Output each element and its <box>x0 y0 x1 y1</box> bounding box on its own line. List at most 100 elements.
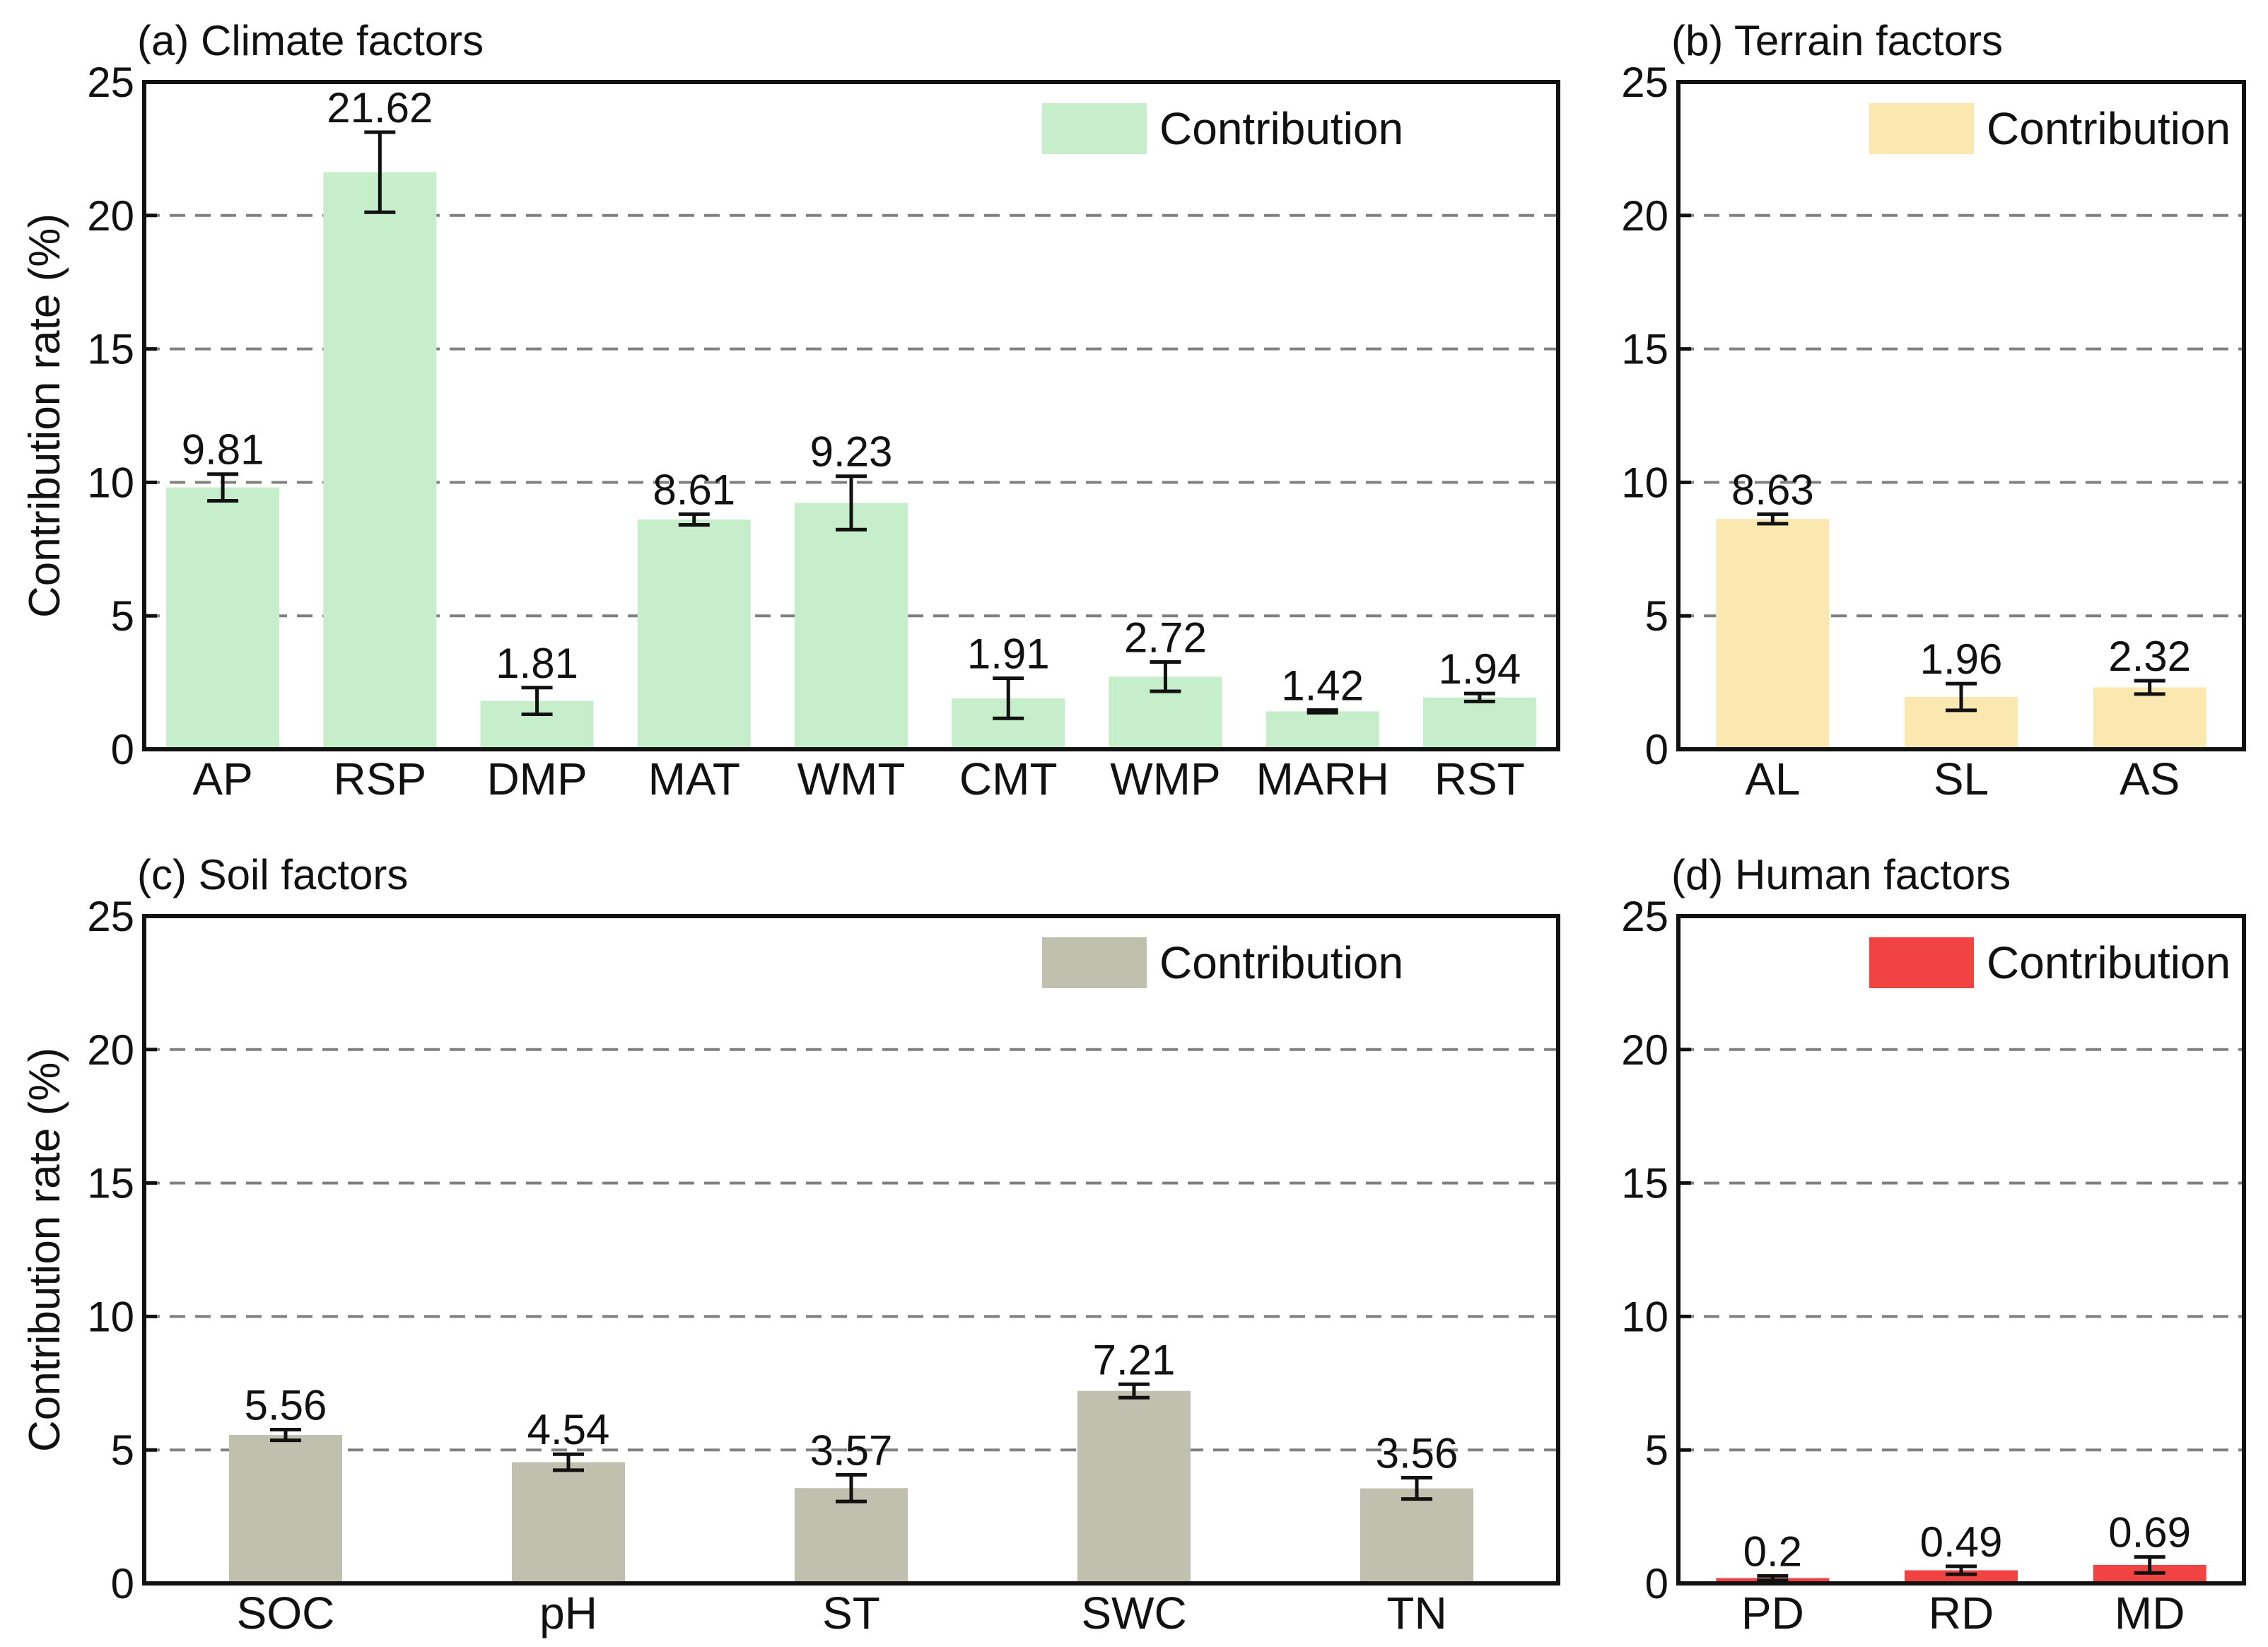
x-tick-label: SL <box>1934 754 1989 804</box>
data-label: 2.72 <box>1124 614 1207 662</box>
data-label: 1.91 <box>967 631 1050 678</box>
y-tick-label: 10 <box>87 459 134 506</box>
y-tick-label: 25 <box>87 59 134 106</box>
y-tick-label: 10 <box>1621 1293 1668 1340</box>
panel-soil-factors: 5.56 SOC 4.54 pH 3.57 ST 7.21 SWC 3.56 TN 0 5 10 15 20… <box>21 851 1560 1639</box>
x-tick-label: MAT <box>648 754 740 804</box>
data-label: 9.23 <box>810 428 893 476</box>
legend-label: Contribution <box>1159 103 1403 154</box>
legend-label: Contribution <box>1987 937 2231 988</box>
y-tick-label: 5 <box>111 592 134 640</box>
y-tick-label: 10 <box>87 1293 134 1340</box>
legend-swatch <box>1042 937 1147 988</box>
bar <box>1422 697 1536 749</box>
legend-swatch <box>1869 937 1974 988</box>
y-tick-label: 10 <box>1621 459 1668 506</box>
data-label: 3.57 <box>810 1426 893 1474</box>
x-tick-label: MD <box>2115 1588 2185 1639</box>
x-tick-label: WMP <box>1110 754 1220 804</box>
panel-climate-factors: 9.81 AP 21.62 RSP 1.81 DMP 8.61 MAT 9.23 WMT 1.91 C… <box>21 17 1560 804</box>
bar <box>1716 519 1830 749</box>
plot-frame <box>1676 80 2246 751</box>
x-tick-label: ST <box>822 1588 880 1639</box>
legend-label: Contribution <box>1159 937 1403 988</box>
x-tick-label: TN <box>1386 1588 1446 1639</box>
plot-frame <box>1676 914 2246 1586</box>
y-tick-label: 15 <box>1621 326 1668 373</box>
y-tick-label: 20 <box>1621 192 1668 240</box>
x-tick-label: MARH <box>1256 754 1389 804</box>
x-tick-label: AS <box>2120 754 2180 804</box>
y-tick-label: 15 <box>87 326 134 373</box>
data-label: 0.69 <box>2108 1509 2191 1557</box>
bar <box>229 1435 342 1583</box>
data-label: 5.56 <box>245 1382 327 1429</box>
y-tick-label: 0 <box>111 726 134 773</box>
data-label: 8.61 <box>653 466 735 513</box>
bar <box>1360 1488 1473 1583</box>
panel-title: (c) Soil factors <box>137 851 408 898</box>
x-tick-label: SOC <box>237 1588 335 1639</box>
legend-label: Contribution <box>1987 103 2231 154</box>
data-label: 0.49 <box>1920 1518 2003 1566</box>
panel-terrain-factors: 8.63 AL 1.96 SL 2.32 AS 0 5 10 15 20 25(b) Terrain … <box>1621 17 2246 804</box>
panel-title: (a) Climate factors <box>137 17 484 64</box>
data-label: 4.54 <box>527 1406 610 1453</box>
y-tick-label: 25 <box>1621 893 1668 940</box>
x-tick-label: DMP <box>486 754 587 804</box>
x-tick-label: CMT <box>959 754 1058 804</box>
data-label: 1.42 <box>1281 662 1364 709</box>
y-axis-label: Contribution rate (%) <box>21 1048 69 1452</box>
x-tick-label: RST <box>1434 754 1525 804</box>
x-tick-label: PD <box>1741 1588 1804 1639</box>
data-label: 1.94 <box>1438 645 1521 693</box>
data-label: 9.81 <box>182 426 264 474</box>
x-tick-label: RD <box>1929 1588 1994 1639</box>
y-tick-label: 20 <box>87 1026 134 1074</box>
y-tick-label: 5 <box>1645 1426 1668 1474</box>
y-tick-label: 0 <box>1645 1560 1668 1607</box>
data-label: 3.56 <box>1376 1429 1459 1477</box>
y-tick-label: 25 <box>87 893 134 940</box>
legend-swatch <box>1869 103 1974 154</box>
x-tick-label: RSP <box>334 754 427 804</box>
bar <box>1265 711 1379 749</box>
data-label: 21.62 <box>327 84 433 131</box>
panel-title: (b) Terrain factors <box>1671 17 2003 64</box>
bar <box>512 1462 625 1583</box>
y-tick-label: 20 <box>87 192 134 240</box>
bar <box>795 1488 908 1583</box>
bar <box>637 519 751 749</box>
y-tick-label: 20 <box>1621 1026 1668 1074</box>
x-tick-label: WMT <box>797 754 906 804</box>
bar <box>323 172 437 750</box>
bar <box>2093 687 2206 749</box>
x-tick-label: AL <box>1745 754 1800 804</box>
panel-title: (d) Human factors <box>1671 851 2011 898</box>
bar <box>166 487 280 749</box>
legend-swatch <box>1042 103 1147 154</box>
y-tick-label: 15 <box>87 1160 134 1207</box>
data-label: 8.63 <box>1731 466 1814 513</box>
x-tick-label: SWC <box>1081 1588 1186 1639</box>
y-tick-label: 0 <box>111 1560 134 1607</box>
bar <box>1077 1390 1191 1583</box>
bar <box>1905 1570 2018 1583</box>
plot-frame <box>142 914 1560 1586</box>
x-tick-label: AP <box>192 754 252 804</box>
x-tick-label: pH <box>539 1588 597 1639</box>
y-tick-label: 5 <box>111 1426 134 1474</box>
y-tick-label: 25 <box>1621 59 1668 106</box>
data-label: 7.21 <box>1093 1336 1176 1383</box>
data-label: 2.32 <box>2108 633 2191 680</box>
panel-human-factors: 0.2 PD 0.49 RD 0.69 MD 0 5 10 15 20 25(d) Human fac… <box>1621 851 2246 1639</box>
data-label: 1.81 <box>496 640 578 687</box>
data-label: 0.2 <box>1743 1528 1802 1575</box>
plot-frame <box>142 80 1560 751</box>
y-tick-label: 5 <box>1645 592 1668 640</box>
y-tick-label: 15 <box>1621 1160 1668 1207</box>
bar <box>795 503 908 749</box>
y-tick-label: 0 <box>1645 726 1668 773</box>
y-axis-label: Contribution rate (%) <box>21 213 69 618</box>
